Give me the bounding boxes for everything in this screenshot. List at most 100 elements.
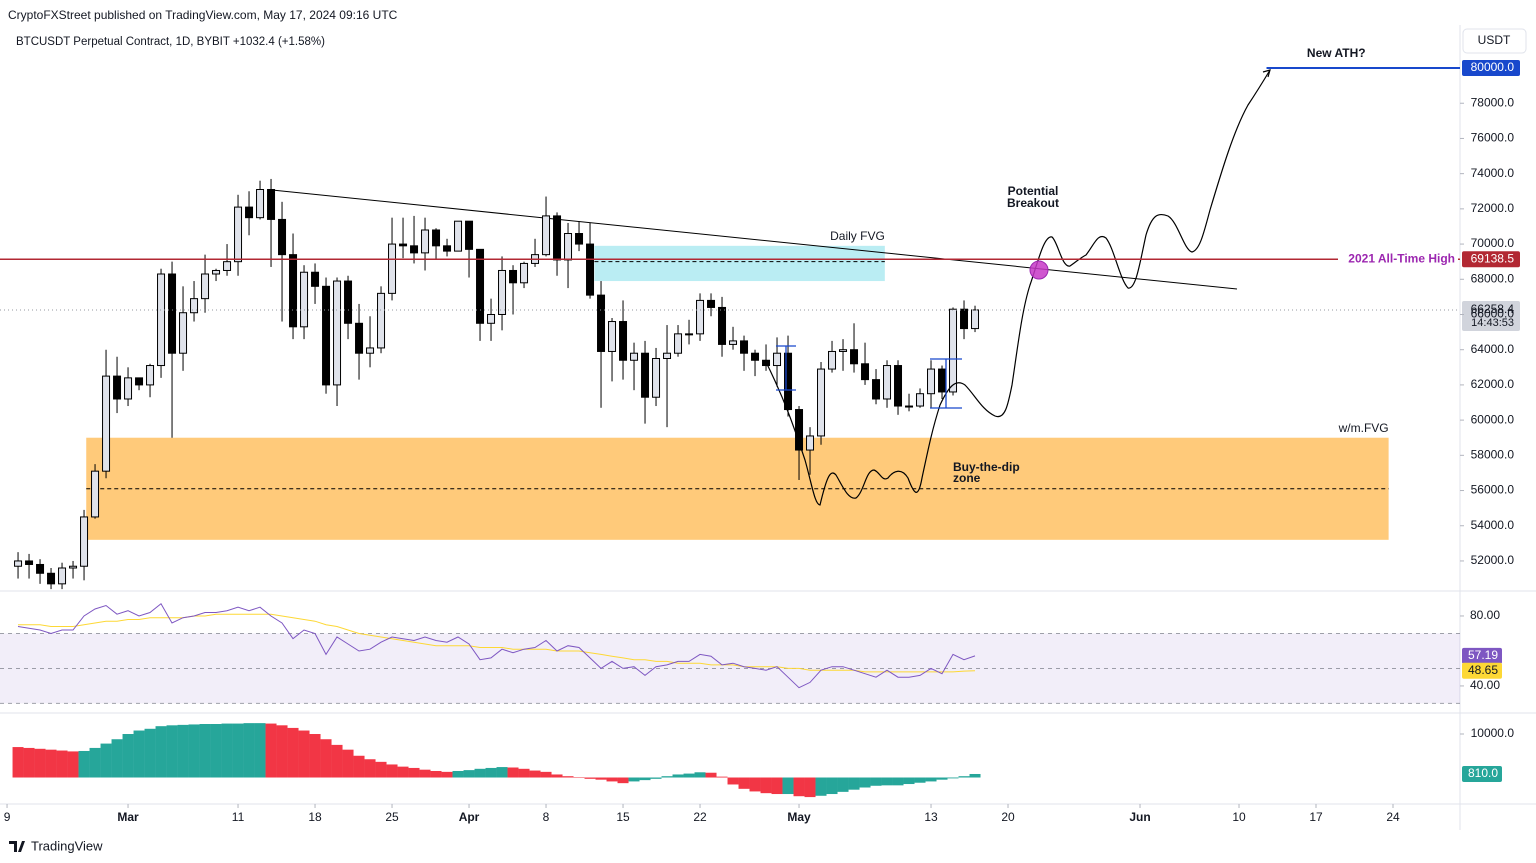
candle-body bbox=[740, 340, 749, 354]
candle-body bbox=[795, 409, 804, 451]
y-tick-label: 56000.0 bbox=[1471, 483, 1515, 497]
histogram-bar bbox=[958, 776, 970, 778]
histogram-bar bbox=[826, 777, 838, 795]
histogram-bar bbox=[441, 771, 453, 778]
histogram-bar bbox=[738, 777, 750, 789]
candle-body bbox=[91, 470, 100, 518]
histogram-bar bbox=[496, 767, 508, 778]
histogram-bar bbox=[452, 770, 464, 778]
histogram-bar bbox=[386, 764, 398, 778]
candle-body bbox=[476, 248, 485, 324]
candle-body bbox=[256, 188, 265, 219]
level-label-bg bbox=[1338, 251, 1458, 268]
candle-body bbox=[289, 254, 298, 328]
currency-button[interactable] bbox=[1462, 28, 1527, 54]
candle-body bbox=[69, 565, 78, 569]
histogram-bar bbox=[848, 777, 860, 790]
histogram-bar bbox=[166, 725, 178, 778]
histogram-bar bbox=[650, 777, 662, 779]
trendline bbox=[271, 189, 1238, 290]
histogram-bar bbox=[617, 777, 629, 784]
x-tick-label: 8 bbox=[543, 810, 550, 824]
candle-body bbox=[520, 262, 529, 284]
histogram-bar bbox=[540, 771, 552, 778]
candle-body bbox=[509, 269, 518, 284]
candle-body bbox=[25, 560, 34, 565]
candle-body bbox=[949, 308, 958, 393]
candle-body bbox=[850, 349, 859, 365]
histogram-bar bbox=[287, 727, 299, 778]
histogram-bar bbox=[705, 772, 717, 778]
histogram-bar bbox=[881, 777, 893, 786]
histogram-bar bbox=[892, 777, 904, 786]
candle-body bbox=[36, 563, 45, 574]
histogram-bar bbox=[485, 767, 497, 778]
candle-body bbox=[377, 292, 386, 349]
candle-body bbox=[927, 368, 936, 395]
rsi-line bbox=[17, 602, 976, 689]
candle-body bbox=[443, 245, 452, 252]
histogram-bar bbox=[694, 772, 706, 778]
candle-body bbox=[355, 322, 364, 354]
candle-body bbox=[465, 220, 474, 250]
fvg-zone bbox=[594, 245, 885, 282]
macd-value-label: 810.0 bbox=[1468, 766, 1498, 780]
y-tick-label: 58000.0 bbox=[1471, 447, 1515, 461]
rsi-value-box bbox=[1462, 662, 1502, 679]
histogram-bar bbox=[331, 744, 343, 778]
histogram-bar bbox=[155, 726, 167, 778]
rsi-tick-label: 80.00 bbox=[1470, 608, 1500, 622]
candle-body bbox=[806, 435, 815, 451]
annotation-text: Breakout bbox=[1007, 196, 1059, 210]
histogram-bar bbox=[144, 728, 156, 778]
candle-body bbox=[135, 377, 144, 386]
tradingview-logo: TradingView bbox=[9, 838, 103, 853]
currency-label: USDT bbox=[1478, 33, 1511, 47]
candle-body bbox=[124, 377, 133, 400]
y-tick-label: 74000.0 bbox=[1471, 166, 1515, 180]
histogram-bar bbox=[804, 777, 816, 798]
x-tick-label: 11 bbox=[232, 810, 245, 824]
histogram-bar bbox=[254, 723, 266, 778]
footer-brand: TradingView bbox=[31, 838, 103, 853]
histogram-bar bbox=[815, 777, 827, 796]
histogram-bar bbox=[914, 777, 926, 783]
candle-body bbox=[575, 233, 584, 245]
candle-body bbox=[267, 188, 276, 220]
candle-body bbox=[190, 298, 199, 314]
candle-body bbox=[938, 368, 947, 393]
histogram-bar bbox=[276, 725, 288, 778]
histogram-bar bbox=[661, 776, 673, 778]
candle-body bbox=[828, 350, 837, 370]
histogram-bar bbox=[760, 777, 772, 794]
candle-body bbox=[839, 349, 848, 352]
publisher-header: CryptoFXStreet published on TradingView.… bbox=[8, 8, 398, 22]
countdown-label: 14:43:53 bbox=[1471, 317, 1514, 329]
projection-path bbox=[764, 69, 1271, 506]
histogram-bar bbox=[419, 769, 431, 778]
zone-label: w/m.FVG bbox=[1338, 421, 1389, 435]
histogram-bar bbox=[177, 724, 189, 778]
candle-body bbox=[498, 269, 507, 315]
candle-body bbox=[454, 220, 463, 252]
candle-body bbox=[311, 271, 320, 287]
candle-body bbox=[432, 229, 441, 247]
histogram-bar bbox=[903, 777, 915, 785]
rsi-value-label: 48.65 bbox=[1468, 663, 1498, 677]
histogram-bar bbox=[870, 777, 882, 786]
candle-body bbox=[168, 273, 177, 354]
candle-body bbox=[674, 333, 683, 354]
histogram-bar bbox=[947, 777, 959, 779]
histogram-bar bbox=[683, 773, 695, 778]
histogram-bar bbox=[562, 776, 574, 778]
rsi-tick-label: 40.00 bbox=[1470, 678, 1500, 692]
candle-body bbox=[399, 243, 408, 247]
level-label: 2021 All-Time High bbox=[1348, 251, 1455, 265]
candle-body bbox=[146, 365, 155, 386]
x-tick-label: Jun bbox=[1129, 810, 1150, 824]
x-tick-label: 20 bbox=[1001, 810, 1015, 824]
candle-body bbox=[333, 280, 342, 386]
macd-value-box bbox=[1462, 765, 1502, 782]
candle-body bbox=[80, 516, 89, 567]
